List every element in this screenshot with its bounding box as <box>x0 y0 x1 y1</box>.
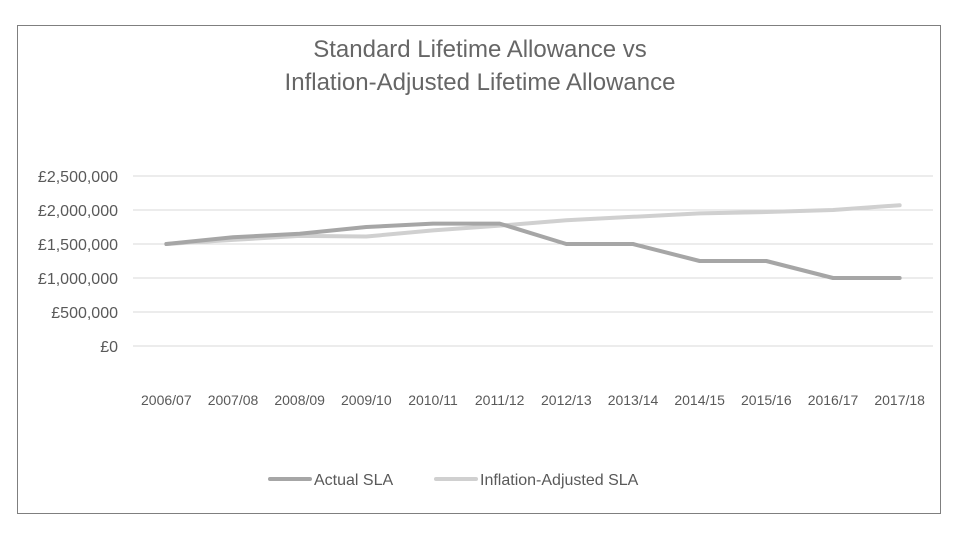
x-tick-label: 2008/09 <box>274 392 325 408</box>
series-line-inflation-adjusted-sla <box>164 203 902 246</box>
x-tick-label: 2006/07 <box>141 392 192 408</box>
y-tick-label: £2,500,000 <box>38 169 118 186</box>
series-line-actual-sla <box>164 221 902 280</box>
x-tick-label: 2015/16 <box>741 392 792 408</box>
y-tick-label: £1,500,000 <box>38 237 118 254</box>
x-tick-label: 2010/11 <box>408 392 458 408</box>
legend-label: Inflation-Adjusted SLA <box>480 472 639 489</box>
x-tick-label: 2007/08 <box>208 392 259 408</box>
chart-frame <box>17 25 941 514</box>
y-tick-label: £0 <box>100 339 118 356</box>
x-tick-label: 2014/15 <box>674 392 725 408</box>
y-tick-label: £2,000,000 <box>38 203 118 220</box>
x-tick-label: 2016/17 <box>808 392 859 408</box>
x-tick-label: 2013/14 <box>608 392 659 408</box>
chart-title-line-2: Inflation-Adjusted Lifetime Allowance <box>284 69 676 96</box>
legend-label: Actual SLA <box>314 472 393 489</box>
x-tick-label: 2017/18 <box>874 392 925 408</box>
chart-title-line-1: Standard Lifetime Allowance vs <box>313 36 647 63</box>
x-tick-label: 2011/12 <box>475 392 525 408</box>
chart-title: Standard Lifetime Allowance vs Inflation… <box>0 33 960 99</box>
x-tick-label: 2009/10 <box>341 392 392 408</box>
y-tick-label: £500,000 <box>51 305 118 322</box>
x-tick-label: 2012/13 <box>541 392 592 408</box>
y-tick-label: £1,000,000 <box>38 271 118 288</box>
